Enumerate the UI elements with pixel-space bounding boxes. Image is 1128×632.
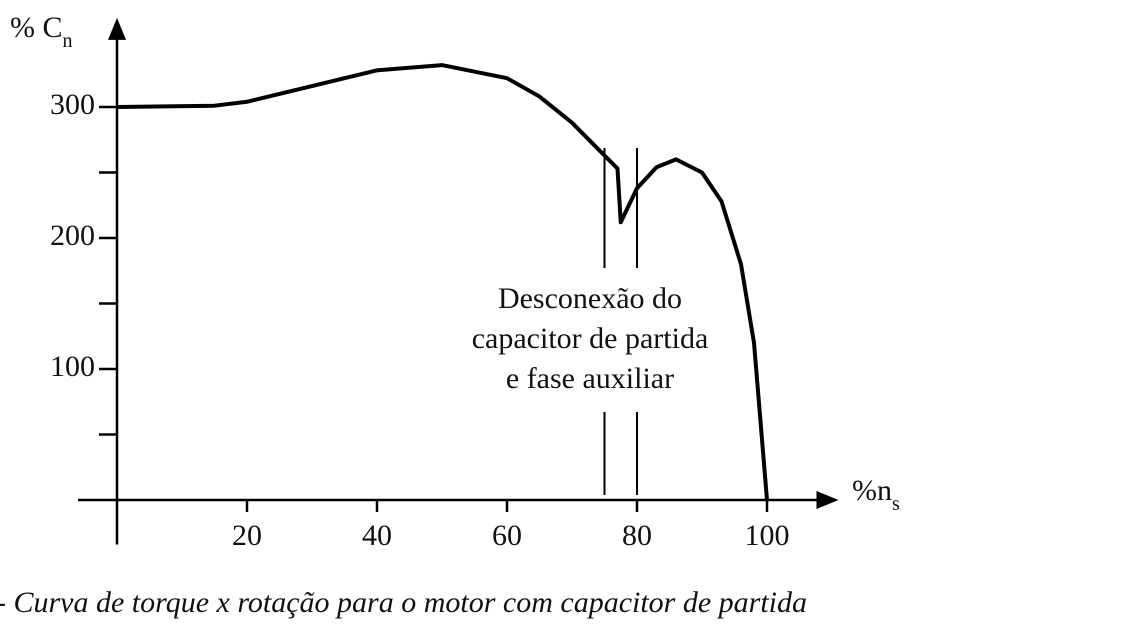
y-tick-label: 200 bbox=[50, 219, 95, 252]
y-tick-label: 100 bbox=[50, 350, 95, 383]
annotation: Desconexão do bbox=[498, 282, 682, 315]
x-tick-label: 60 bbox=[492, 519, 522, 552]
x-label-main: %n bbox=[852, 474, 892, 507]
y-tick-label: 300 bbox=[50, 88, 95, 121]
y-label-sub: n bbox=[63, 30, 73, 52]
annotation: capacitor de partida bbox=[472, 322, 709, 355]
y-label-main: % C bbox=[10, 11, 63, 44]
x-tick-label: 40 bbox=[362, 519, 392, 552]
x-tick-label: 20 bbox=[232, 519, 262, 552]
y-axis-label: % Cn bbox=[10, 11, 73, 52]
torque-curve bbox=[116, 63, 769, 501]
y-axis-arrow bbox=[108, 17, 126, 40]
x-axis-arrow bbox=[816, 491, 839, 509]
caption: - Curva de torque x rotação para o motor… bbox=[0, 586, 807, 619]
x-label-sub: s bbox=[892, 493, 900, 515]
annotation: e fase auxiliar bbox=[506, 362, 674, 395]
x-axis-label: %ns bbox=[852, 474, 900, 515]
x-tick-label: 80 bbox=[622, 519, 652, 552]
x-tick-label: 100 bbox=[745, 519, 790, 552]
